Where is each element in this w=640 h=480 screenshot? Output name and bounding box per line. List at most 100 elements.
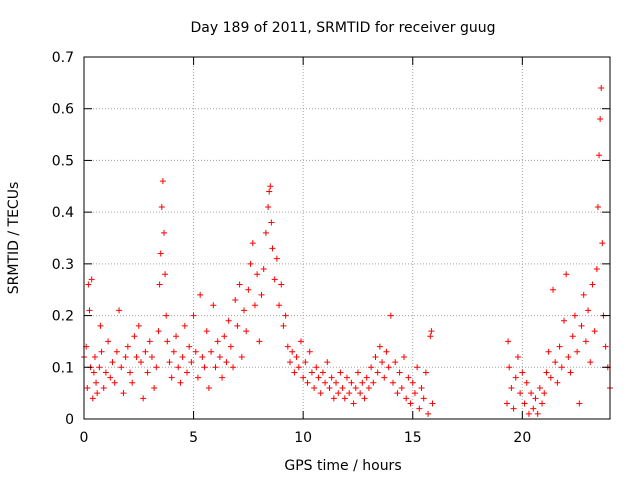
data-point: [96, 364, 103, 371]
data-point: [260, 266, 267, 273]
data-point: [129, 379, 136, 386]
data-point: [324, 359, 331, 366]
data-point: [582, 338, 589, 345]
data-point: [576, 400, 583, 407]
data-point: [234, 322, 241, 329]
data-point: [585, 307, 592, 314]
data-point: [552, 359, 559, 366]
data-point: [133, 353, 140, 360]
data-point: [131, 333, 138, 340]
data-point: [514, 353, 521, 360]
data-point: [197, 291, 204, 298]
data-point: [306, 348, 313, 355]
data-point: [276, 302, 283, 309]
data-point: [361, 395, 368, 402]
data-point: [363, 374, 370, 381]
y-tick-label: 0.7: [52, 50, 74, 66]
data-point: [379, 359, 386, 366]
data-point: [223, 359, 230, 366]
data-point: [287, 359, 294, 366]
data-point: [93, 379, 100, 386]
y-tick-label: 0.2: [52, 309, 74, 325]
data-point: [88, 276, 95, 283]
data-point: [368, 364, 375, 371]
x-tick-label: 5: [189, 430, 198, 446]
axis-ticks: 0 0.1 0.2 0.3 0.4 0.5 0.6 0.7 0 5 10 15 20: [52, 50, 610, 446]
data-point: [236, 281, 243, 288]
data-point: [578, 322, 585, 329]
data-point: [427, 333, 434, 340]
data-point: [91, 353, 98, 360]
data-point: [297, 338, 304, 345]
x-tick-label: 0: [80, 430, 89, 446]
data-point: [190, 312, 197, 319]
data-point: [428, 328, 435, 335]
data-point: [376, 343, 383, 350]
data-point: [127, 369, 134, 376]
x-axis-label: GPS time / hours: [284, 458, 401, 474]
data-point: [122, 353, 129, 360]
data-point: [506, 364, 513, 371]
data-point: [162, 271, 169, 278]
data-point: [155, 328, 162, 335]
data-point: [273, 255, 280, 262]
data-point: [245, 286, 252, 293]
data-point: [249, 240, 256, 247]
plot-frame: [83, 56, 611, 420]
data-point: [291, 369, 298, 376]
data-point: [599, 240, 606, 247]
data-point: [254, 271, 261, 278]
data-point: [556, 343, 563, 350]
data-point: [370, 379, 377, 386]
data-point: [109, 359, 116, 366]
data-point: [153, 364, 160, 371]
data-point: [311, 384, 318, 391]
data-point: [146, 338, 153, 345]
data-point: [94, 390, 101, 397]
data-point: [168, 374, 175, 381]
data-point: [120, 390, 127, 397]
data-point: [175, 364, 182, 371]
data-point: [304, 379, 311, 386]
data-point: [247, 260, 254, 267]
data-point: [118, 364, 125, 371]
data-point: [567, 369, 574, 376]
data-point: [194, 374, 201, 381]
data-point: [85, 281, 92, 288]
chart-title: Day 189 of 2011, SRMTID for receiver guu…: [191, 20, 496, 36]
data-point: [574, 348, 581, 355]
data-point: [403, 395, 410, 402]
data-point: [346, 390, 353, 397]
data-point: [425, 410, 432, 417]
data-point: [142, 348, 149, 355]
y-tick-label: 0.1: [52, 360, 74, 376]
data-point: [400, 353, 407, 360]
data-point: [543, 369, 550, 376]
data-point: [170, 348, 177, 355]
data-point: [282, 312, 289, 319]
grid: [84, 57, 610, 419]
data-point: [420, 395, 427, 402]
data-point: [164, 338, 171, 345]
data-point: [293, 353, 300, 360]
data-point: [243, 328, 250, 335]
data-point: [350, 400, 357, 407]
data-point: [160, 229, 167, 236]
data-point: [302, 359, 309, 366]
data-point: [186, 343, 193, 350]
data-point: [594, 203, 601, 210]
data-point: [317, 390, 324, 397]
data-point: [137, 359, 144, 366]
data-point: [289, 348, 296, 355]
data-point: [225, 317, 232, 324]
data-point: [221, 333, 228, 340]
data-point: [541, 390, 548, 397]
data-point: [558, 364, 565, 371]
data-point: [271, 276, 278, 283]
data-point: [374, 369, 381, 376]
data-point: [560, 317, 567, 324]
data-point: [512, 374, 519, 381]
data-point: [177, 379, 184, 386]
